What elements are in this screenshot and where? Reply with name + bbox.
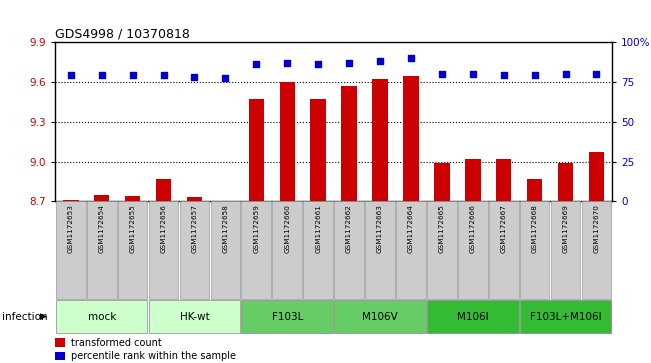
FancyBboxPatch shape (56, 300, 148, 333)
Text: GSM1172654: GSM1172654 (99, 204, 105, 253)
FancyBboxPatch shape (581, 201, 611, 299)
Point (437, 71, 447, 77)
FancyBboxPatch shape (210, 201, 240, 299)
Bar (94, 195, 109, 201)
FancyBboxPatch shape (519, 201, 549, 299)
Text: M106I: M106I (457, 312, 489, 322)
FancyBboxPatch shape (489, 201, 519, 299)
Point (529, 72, 540, 78)
FancyBboxPatch shape (334, 300, 426, 333)
Text: GSM1172669: GSM1172669 (562, 204, 568, 253)
Point (66, 72, 76, 78)
Bar (125, 196, 141, 201)
FancyBboxPatch shape (87, 201, 117, 299)
Text: mock: mock (87, 312, 116, 322)
FancyBboxPatch shape (242, 201, 271, 299)
Text: F103L: F103L (271, 312, 303, 322)
Bar (465, 159, 480, 201)
Text: M106V: M106V (362, 312, 398, 322)
Text: GSM1172656: GSM1172656 (161, 204, 167, 253)
Text: GSM1172667: GSM1172667 (501, 204, 506, 253)
FancyBboxPatch shape (118, 201, 148, 299)
Bar (496, 159, 512, 201)
Text: GSM1172670: GSM1172670 (594, 204, 600, 253)
Bar (341, 86, 357, 201)
Point (375, 58, 385, 64)
Text: GSM1172661: GSM1172661 (315, 204, 321, 253)
Point (128, 72, 138, 78)
Point (96, 72, 107, 78)
Point (313, 61, 324, 67)
Text: GSM1172664: GSM1172664 (408, 204, 414, 253)
Text: GSM1172665: GSM1172665 (439, 204, 445, 253)
Point (499, 72, 509, 78)
Text: percentile rank within the sample: percentile rank within the sample (71, 351, 236, 361)
Text: ▶: ▶ (40, 312, 48, 321)
Text: F103L+M106I: F103L+M106I (530, 312, 602, 322)
Point (561, 71, 571, 77)
Point (282, 60, 292, 65)
Bar (558, 163, 574, 201)
Point (406, 55, 416, 61)
Bar (372, 79, 388, 201)
FancyBboxPatch shape (427, 201, 457, 299)
Bar (187, 197, 202, 201)
Text: GDS4998 / 10370818: GDS4998 / 10370818 (55, 28, 190, 41)
Point (251, 61, 262, 67)
Text: GSM1172655: GSM1172655 (130, 204, 135, 253)
Text: GSM1172659: GSM1172659 (253, 204, 259, 253)
Text: GSM1172653: GSM1172653 (68, 204, 74, 253)
Text: HK-wt: HK-wt (180, 312, 210, 322)
Bar (279, 82, 295, 201)
FancyBboxPatch shape (551, 201, 581, 299)
FancyBboxPatch shape (272, 201, 302, 299)
Point (220, 76, 230, 81)
Point (467, 71, 478, 77)
Point (591, 71, 602, 77)
Point (344, 60, 354, 65)
Bar (55, 338, 65, 347)
FancyBboxPatch shape (180, 201, 210, 299)
FancyBboxPatch shape (334, 201, 364, 299)
Bar (527, 179, 542, 201)
Bar (63, 200, 79, 201)
Text: infection: infection (2, 312, 48, 322)
FancyBboxPatch shape (396, 201, 426, 299)
FancyBboxPatch shape (242, 300, 333, 333)
Text: GSM1172663: GSM1172663 (377, 204, 383, 253)
Text: transformed count: transformed count (71, 338, 161, 348)
Bar (55, 351, 65, 360)
FancyBboxPatch shape (148, 201, 178, 299)
Bar (589, 152, 604, 201)
Bar (403, 76, 419, 201)
FancyBboxPatch shape (519, 300, 611, 333)
Text: GSM1172666: GSM1172666 (470, 204, 476, 253)
Point (158, 72, 169, 78)
FancyBboxPatch shape (303, 201, 333, 299)
Point (189, 74, 200, 80)
Bar (434, 163, 450, 201)
FancyBboxPatch shape (365, 201, 395, 299)
FancyBboxPatch shape (458, 201, 488, 299)
FancyBboxPatch shape (427, 300, 519, 333)
Text: GSM1172660: GSM1172660 (284, 204, 290, 253)
Text: GSM1172662: GSM1172662 (346, 204, 352, 253)
Text: GSM1172657: GSM1172657 (191, 204, 197, 253)
FancyBboxPatch shape (148, 300, 240, 333)
Bar (311, 99, 326, 201)
Text: GSM1172668: GSM1172668 (532, 204, 538, 253)
Bar (156, 179, 171, 201)
Text: GSM1172658: GSM1172658 (223, 204, 229, 253)
Bar (249, 99, 264, 201)
FancyBboxPatch shape (56, 201, 86, 299)
